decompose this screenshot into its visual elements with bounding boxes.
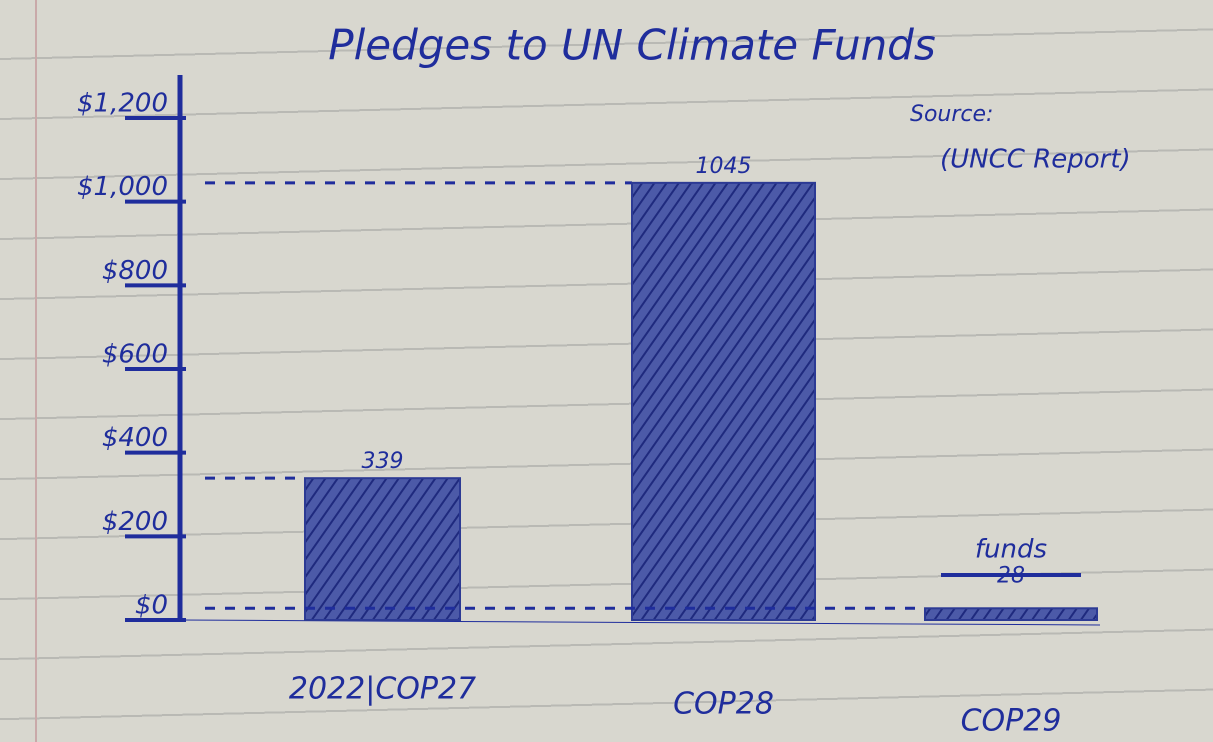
chart-title: Pledges to UN Climate Funds (328, 21, 935, 70)
x-tick-label: 2022|COP27 (289, 672, 476, 707)
y-tick-label: $0 (135, 591, 168, 621)
page: Pledges to UN Climate Funds Source: (UNC… (0, 0, 1213, 742)
x-tick-label: COP29 (961, 704, 1062, 739)
bar (925, 608, 1097, 620)
y-tick-label: $200 (102, 507, 168, 537)
source: (UNCC Report) (940, 145, 1131, 175)
x-tick-label: COP28 (673, 687, 774, 722)
value-label: 1045 (696, 154, 752, 179)
y-tick-label: $600 (102, 340, 168, 370)
bar (305, 478, 460, 620)
chart: Pledges to UN Climate Funds Source: (UNC… (0, 0, 1213, 742)
y-tick-label: $1,200 (77, 89, 168, 119)
y-tick-label: $1,000 (77, 172, 168, 202)
y-tick-label: $400 (102, 423, 168, 453)
bar (632, 183, 815, 620)
value-label: 339 (362, 449, 404, 474)
y-tick-label: $800 (102, 256, 168, 286)
annotation: funds (975, 535, 1047, 565)
source-label: Source: (910, 102, 993, 127)
